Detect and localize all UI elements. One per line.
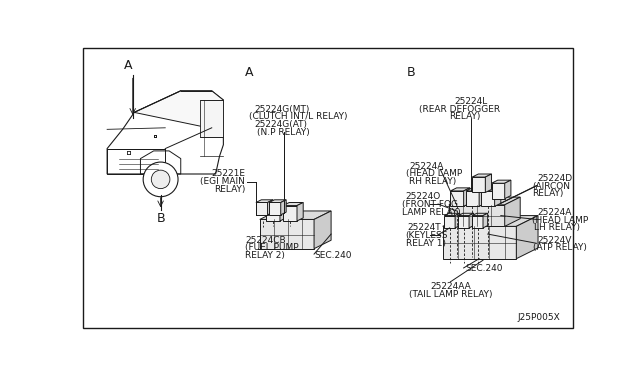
Text: 25224L: 25224L: [455, 97, 488, 106]
Text: J25P005X: J25P005X: [518, 313, 561, 322]
Polygon shape: [458, 213, 474, 216]
Polygon shape: [463, 188, 470, 206]
Text: (ATP RELAY): (ATP RELAY): [532, 243, 586, 252]
Text: (EGI MAIN: (EGI MAIN: [200, 177, 245, 186]
Text: A: A: [245, 66, 253, 79]
Polygon shape: [449, 205, 505, 226]
Polygon shape: [443, 216, 538, 226]
Polygon shape: [472, 216, 483, 228]
Text: 25224A: 25224A: [410, 162, 444, 171]
Text: (FRONT FOG: (FRONT FOG: [402, 200, 458, 209]
Text: (TAIL LAMP RELAY): (TAIL LAMP RELAY): [409, 289, 492, 298]
Polygon shape: [260, 219, 314, 249]
Polygon shape: [444, 216, 455, 228]
Text: (HEAD LAMP: (HEAD LAMP: [406, 169, 461, 179]
Polygon shape: [444, 213, 460, 216]
Text: 25224G(AT): 25224G(AT): [254, 120, 307, 129]
Text: RELAY): RELAY): [532, 189, 564, 198]
Text: SEC.240: SEC.240: [315, 251, 353, 260]
Polygon shape: [466, 191, 479, 206]
Polygon shape: [505, 180, 511, 199]
Text: A: A: [124, 60, 132, 73]
Text: SEC.240: SEC.240: [465, 264, 502, 273]
Text: 25224AA: 25224AA: [430, 282, 471, 291]
Polygon shape: [283, 206, 297, 221]
Polygon shape: [281, 200, 286, 215]
Polygon shape: [451, 188, 470, 191]
Text: 25224V: 25224V: [537, 235, 572, 245]
Polygon shape: [451, 191, 463, 206]
Polygon shape: [269, 202, 281, 215]
Polygon shape: [505, 197, 520, 226]
Polygon shape: [466, 188, 485, 191]
Polygon shape: [495, 188, 501, 206]
Polygon shape: [256, 202, 268, 215]
Polygon shape: [297, 202, 303, 221]
Polygon shape: [266, 202, 286, 206]
Text: (FUEL PUMP: (FUEL PUMP: [245, 243, 299, 252]
Polygon shape: [472, 177, 485, 192]
Text: RELAY 2): RELAY 2): [245, 251, 285, 260]
Text: RELAY): RELAY): [214, 185, 245, 194]
Text: 25224G(MT): 25224G(MT): [254, 105, 310, 114]
Polygon shape: [283, 202, 303, 206]
Polygon shape: [266, 206, 280, 221]
Polygon shape: [280, 202, 286, 221]
Polygon shape: [200, 100, 223, 137]
Ellipse shape: [151, 170, 170, 189]
Text: (REAR DEFOGGER: (REAR DEFOGGER: [419, 105, 500, 114]
Polygon shape: [449, 197, 520, 205]
Polygon shape: [479, 188, 485, 206]
Polygon shape: [469, 213, 474, 228]
Polygon shape: [483, 213, 488, 228]
Polygon shape: [134, 91, 223, 129]
Polygon shape: [481, 191, 495, 206]
Text: 25224T: 25224T: [407, 223, 441, 232]
Text: RELAY): RELAY): [449, 112, 481, 121]
Ellipse shape: [143, 162, 178, 197]
Text: (N.P RELAY): (N.P RELAY): [257, 128, 310, 137]
Text: RELAY 1): RELAY 1): [406, 239, 445, 248]
Polygon shape: [516, 216, 538, 259]
Text: (KEYLESS: (KEYLESS: [406, 231, 448, 240]
Polygon shape: [492, 183, 505, 199]
Polygon shape: [256, 200, 273, 202]
Text: 25224D: 25224D: [537, 174, 572, 183]
Polygon shape: [314, 211, 331, 249]
Polygon shape: [472, 213, 488, 216]
Text: 25224O: 25224O: [406, 192, 441, 202]
Polygon shape: [485, 174, 492, 192]
Text: 25224CB: 25224CB: [245, 235, 285, 245]
Polygon shape: [481, 188, 501, 191]
Text: 25221E: 25221E: [211, 170, 245, 179]
Polygon shape: [455, 213, 460, 228]
Polygon shape: [458, 216, 469, 228]
Text: (HEAD LAMP: (HEAD LAMP: [532, 216, 588, 225]
Text: LAMP RELAY): LAMP RELAY): [402, 208, 460, 217]
Text: RH RELAY): RH RELAY): [408, 177, 456, 186]
Text: B: B: [156, 212, 165, 225]
Text: (AIRCON: (AIRCON: [532, 182, 570, 191]
Polygon shape: [260, 211, 331, 219]
Polygon shape: [269, 200, 286, 202]
Text: B: B: [407, 66, 415, 79]
Text: 25224A: 25224A: [537, 208, 572, 217]
Text: LH RELAY): LH RELAY): [534, 223, 580, 232]
Polygon shape: [443, 226, 516, 259]
Polygon shape: [472, 174, 492, 177]
Polygon shape: [268, 200, 273, 215]
Text: (CLUTCH INT/L RELAY): (CLUTCH INT/L RELAY): [249, 112, 348, 121]
Polygon shape: [492, 180, 511, 183]
